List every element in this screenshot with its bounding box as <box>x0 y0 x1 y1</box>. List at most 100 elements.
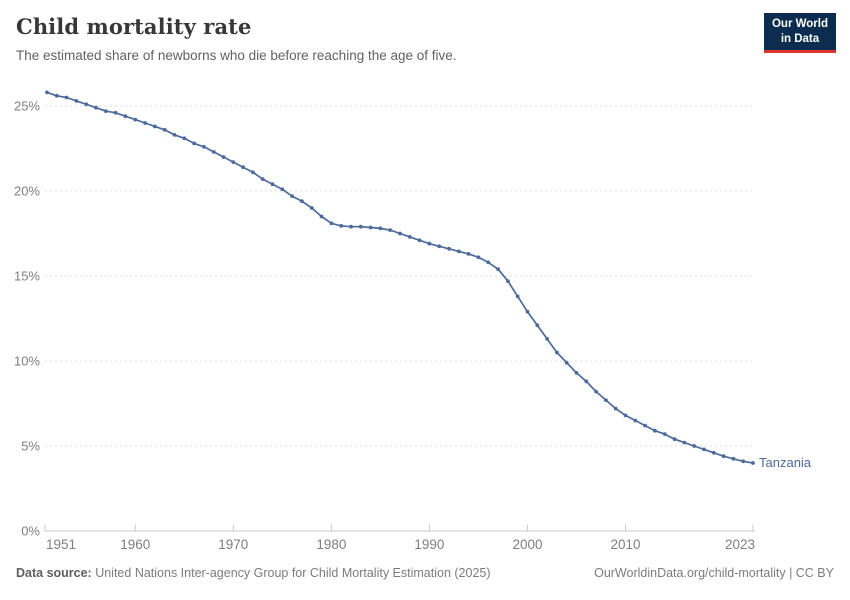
data-point[interactable] <box>604 398 608 402</box>
data-point[interactable] <box>662 432 667 436</box>
data-point[interactable] <box>398 231 402 236</box>
series-end-label: Tanzania <box>759 455 812 470</box>
y-axis-label: 25% <box>14 99 40 114</box>
data-point[interactable] <box>496 267 500 272</box>
chart-title: Child mortality rate <box>16 14 252 39</box>
data-point[interactable] <box>103 109 108 113</box>
data-point[interactable] <box>270 182 275 187</box>
data-point[interactable] <box>711 450 716 455</box>
data-point[interactable] <box>555 350 559 355</box>
data-point[interactable] <box>682 440 687 445</box>
data-point[interactable] <box>260 177 265 182</box>
data-point[interactable] <box>339 224 344 228</box>
x-axis-label: 2023 <box>725 537 755 552</box>
data-point[interactable] <box>172 133 177 137</box>
y-axis-label: 15% <box>14 269 40 284</box>
data-point[interactable] <box>349 224 353 229</box>
y-axis-label: 5% <box>21 439 40 454</box>
data-point[interactable] <box>143 121 148 125</box>
data-point[interactable] <box>202 144 206 149</box>
data-point[interactable] <box>133 117 138 122</box>
data-point[interactable] <box>54 93 59 98</box>
data-point[interactable] <box>574 371 579 375</box>
data-point[interactable] <box>329 221 334 226</box>
data-point[interactable] <box>751 461 755 465</box>
data-point[interactable] <box>564 360 569 365</box>
data-point[interactable] <box>417 238 422 243</box>
data-point[interactable] <box>584 379 589 384</box>
data-point[interactable] <box>153 124 157 129</box>
data-point[interactable] <box>84 102 89 107</box>
data-source: Data source: United Nations Inter-agency… <box>16 566 491 580</box>
data-point[interactable] <box>535 323 540 328</box>
data-point[interactable] <box>211 150 216 154</box>
x-axis-label: 2010 <box>611 537 641 552</box>
data-point[interactable] <box>368 225 373 230</box>
data-point[interactable] <box>407 235 412 239</box>
data-point[interactable] <box>309 206 314 210</box>
data-point[interactable] <box>162 127 167 132</box>
data-point[interactable] <box>241 165 246 170</box>
data-point[interactable] <box>672 437 677 442</box>
data-source-text: United Nations Inter-agency Group for Ch… <box>91 566 491 580</box>
chart-footer: Data source: United Nations Inter-agency… <box>16 566 834 580</box>
data-point[interactable] <box>437 244 442 249</box>
data-point[interactable] <box>594 389 598 394</box>
data-point[interactable] <box>358 224 363 229</box>
data-point[interactable] <box>319 214 324 219</box>
data-series-line[interactable] <box>46 91 754 464</box>
data-point[interactable] <box>427 241 432 246</box>
data-point[interactable] <box>280 187 285 192</box>
data-point[interactable] <box>525 309 530 314</box>
data-point[interactable] <box>466 252 471 256</box>
data-point[interactable] <box>613 406 618 411</box>
data-point[interactable] <box>388 228 393 233</box>
data-point[interactable] <box>506 279 510 283</box>
chart-subtitle: The estimated share of newborns who die … <box>16 48 457 63</box>
x-axis-label: 2000 <box>512 537 542 552</box>
data-point[interactable] <box>74 99 79 103</box>
y-axis-label: 10% <box>14 354 40 369</box>
owid-logo-line1: Our World <box>771 18 828 30</box>
data-source-label: Data source: <box>16 566 92 580</box>
data-point[interactable] <box>447 246 451 251</box>
data-point[interactable] <box>545 337 549 341</box>
data-point[interactable] <box>94 105 98 110</box>
data-point[interactable] <box>456 249 461 254</box>
data-point[interactable] <box>633 418 638 423</box>
x-axis-label: 1970 <box>218 537 248 552</box>
data-point[interactable] <box>300 199 304 204</box>
data-point[interactable] <box>45 90 49 95</box>
y-axis-label: 0% <box>21 524 40 539</box>
data-point[interactable] <box>731 456 736 461</box>
owid-logo-line2: in Data <box>780 32 820 45</box>
data-point[interactable] <box>515 294 520 299</box>
owid-logo[interactable]: Our World in Data <box>763 13 836 53</box>
data-point[interactable] <box>221 155 226 159</box>
data-point[interactable] <box>251 170 255 175</box>
data-point[interactable] <box>290 194 294 199</box>
data-point[interactable] <box>192 141 197 146</box>
owid-url-link[interactable]: OurWorldinData.org/child-mortality | CC … <box>594 566 834 580</box>
data-point[interactable] <box>476 255 481 260</box>
data-point[interactable] <box>643 423 647 428</box>
x-axis-label: 1960 <box>120 537 150 552</box>
x-axis-label: 1980 <box>316 537 346 552</box>
data-point[interactable] <box>123 114 128 119</box>
data-point[interactable] <box>231 160 236 165</box>
data-point[interactable] <box>64 95 69 100</box>
data-point[interactable] <box>741 459 746 464</box>
data-point[interactable] <box>486 260 491 265</box>
data-point[interactable] <box>182 136 187 141</box>
y-axis-label: 20% <box>14 184 40 199</box>
data-point[interactable] <box>113 110 118 115</box>
data-point[interactable] <box>378 226 383 231</box>
data-point[interactable] <box>721 454 726 459</box>
data-point[interactable] <box>692 444 697 448</box>
chart-header: Child mortality rate The estimated share… <box>16 14 740 63</box>
data-point[interactable] <box>653 428 657 433</box>
data-point[interactable] <box>623 413 628 418</box>
data-point[interactable] <box>702 447 706 452</box>
